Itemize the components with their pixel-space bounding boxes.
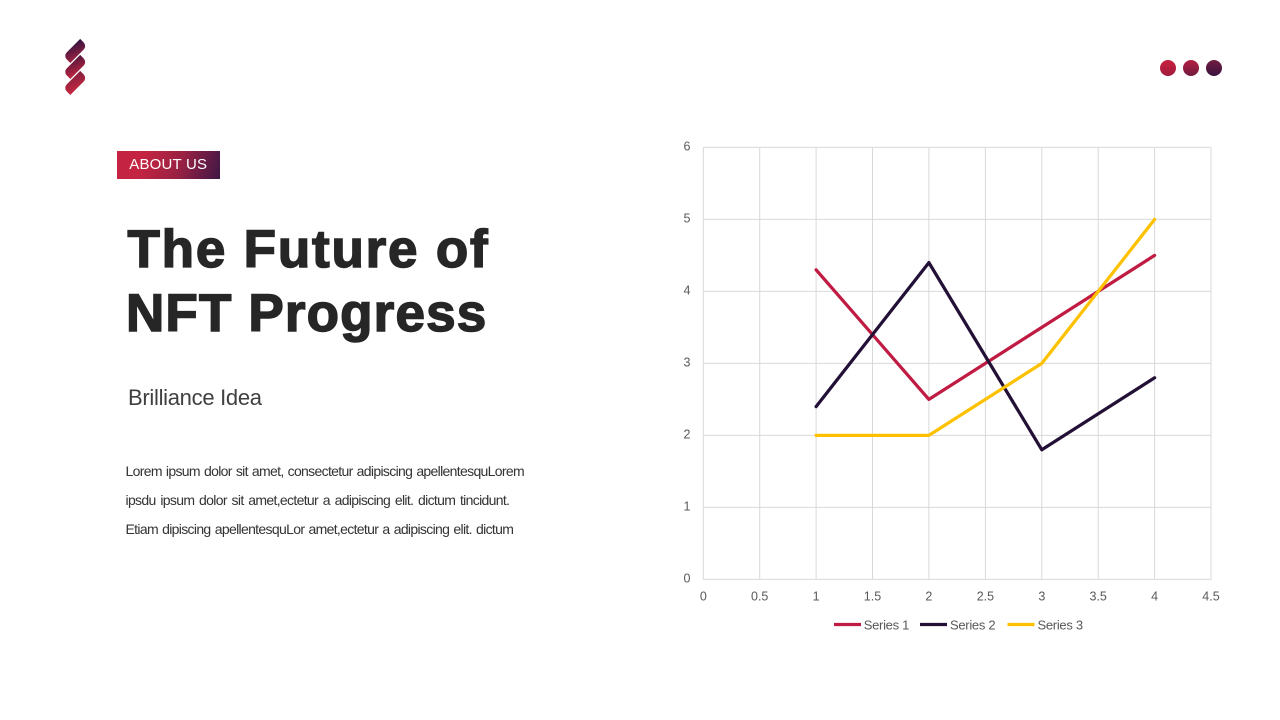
svg-text:Series 2: Series 2 (950, 618, 995, 633)
svg-text:2: 2 (925, 590, 932, 604)
svg-text:6: 6 (684, 139, 691, 153)
svg-text:4: 4 (1151, 590, 1158, 604)
svg-text:3: 3 (684, 355, 691, 369)
svg-text:3.5: 3.5 (1090, 590, 1107, 604)
svg-text:0: 0 (684, 571, 691, 585)
svg-text:1: 1 (684, 499, 691, 513)
svg-text:Series 3: Series 3 (1038, 618, 1083, 633)
svg-text:4: 4 (684, 283, 691, 297)
svg-text:3: 3 (1038, 590, 1045, 604)
svg-text:2.5: 2.5 (977, 590, 994, 604)
svg-text:5: 5 (684, 211, 691, 225)
svg-text:0.5: 0.5 (751, 590, 768, 604)
svg-text:1: 1 (813, 590, 820, 604)
svg-text:0: 0 (700, 590, 707, 604)
svg-text:2: 2 (684, 427, 691, 441)
svg-text:4.5: 4.5 (1202, 590, 1219, 604)
svg-text:Series 1: Series 1 (864, 618, 909, 633)
svg-text:1.5: 1.5 (864, 590, 881, 604)
